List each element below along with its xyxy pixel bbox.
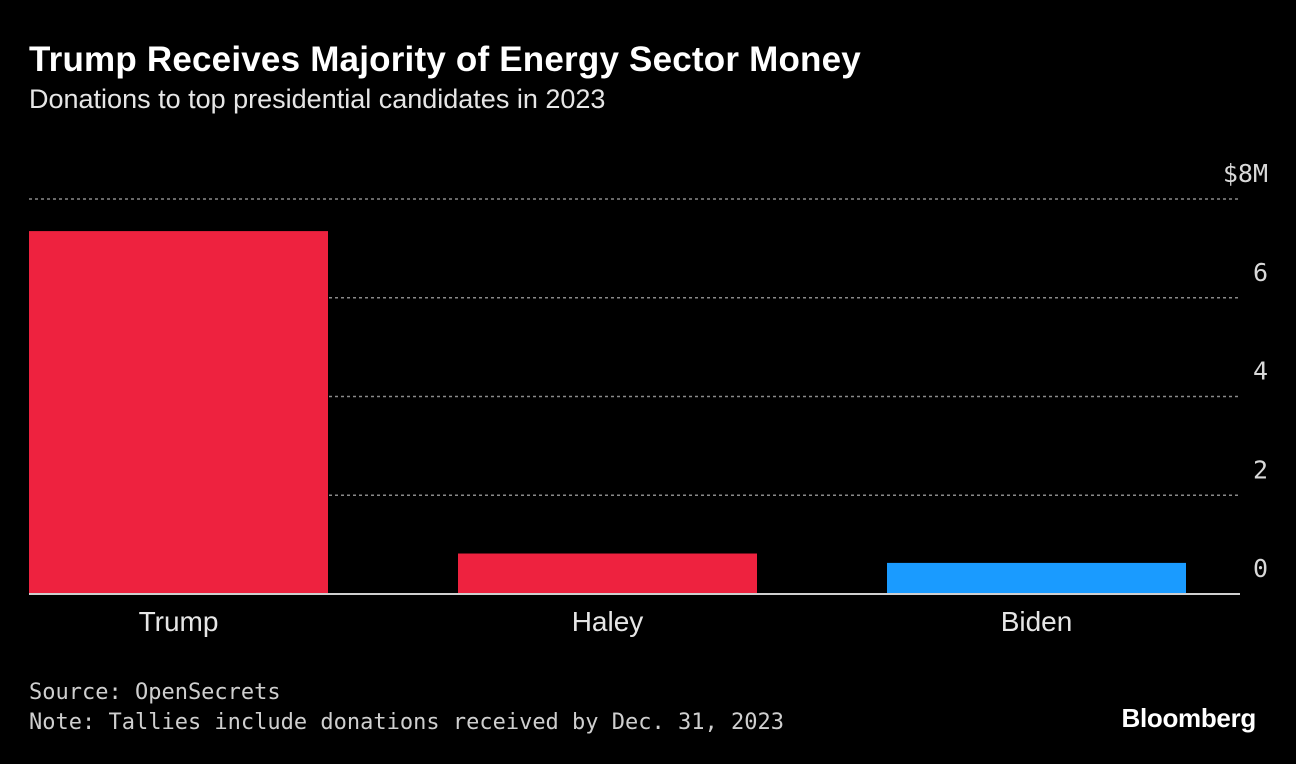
y-tick-label: $8M [1223, 159, 1268, 188]
x-tick-label: Biden [1001, 606, 1073, 637]
y-tick-label: 4 [1253, 357, 1268, 386]
source-note: Source: OpenSecrets [29, 680, 281, 705]
bars [29, 231, 1186, 594]
bar-biden [887, 562, 1186, 594]
bloomberg-logo: Bloomberg [1121, 703, 1256, 733]
footnote: Note: Tallies include donations received… [29, 710, 784, 735]
x-tick-label: Haley [572, 606, 644, 637]
chart-title: Trump Receives Majority of Energy Sector… [29, 40, 861, 79]
chart-subtitle: Donations to top presidential candidates… [29, 84, 606, 114]
x-tick-label: Trump [139, 606, 219, 637]
x-tick-labels: Trump Haley Biden [139, 606, 1073, 637]
y-tick-label: 0 [1253, 554, 1268, 583]
y-tick-labels: 0 2 4 6 $8M [1223, 159, 1268, 583]
y-tick-label: 2 [1253, 455, 1268, 484]
y-tick-label: 6 [1253, 258, 1268, 287]
bar-haley [458, 553, 757, 594]
gridlines [29, 198, 1240, 496]
bar-trump [29, 231, 328, 594]
